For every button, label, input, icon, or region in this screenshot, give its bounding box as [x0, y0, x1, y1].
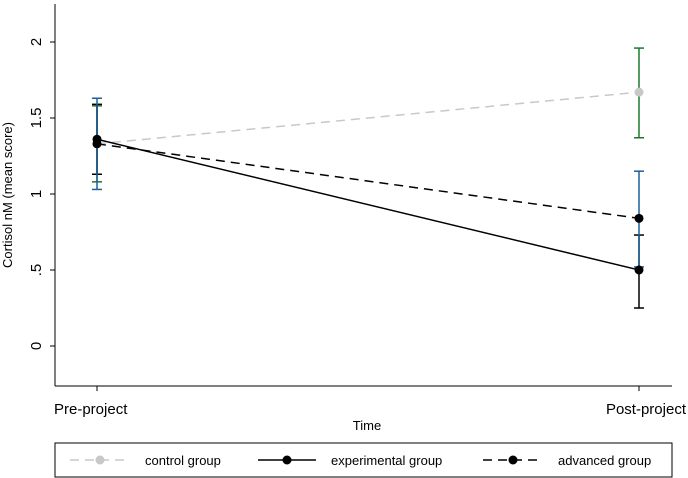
y-tick-label: 1.5 — [28, 108, 45, 129]
y-axis-title: Cortisol nM (mean score) — [0, 122, 15, 268]
legend-marker — [508, 455, 518, 465]
error-bars — [92, 47, 644, 309]
series-markers — [92, 87, 644, 275]
y-tick-label: 0 — [28, 342, 45, 350]
y-tick-label: .5 — [28, 264, 45, 277]
x-tick-label: Pre-project — [54, 401, 128, 418]
series-lines — [96, 91, 640, 271]
axes: 0 .5 1 1.5 2 Pre-project Post-project — [28, 4, 687, 418]
y-tick-label: 1 — [28, 190, 45, 198]
legend-label: advanced group — [558, 453, 651, 468]
legend-label: experimental group — [331, 453, 442, 468]
legend-marker — [95, 455, 105, 465]
x-tick-label: Post-project — [606, 401, 687, 418]
legend-item: experimental group — [258, 453, 442, 468]
series-line — [96, 138, 640, 271]
data-point — [92, 139, 102, 149]
y-tick-label: 2 — [28, 38, 45, 46]
legend-marker — [282, 455, 292, 465]
series-line — [96, 143, 640, 220]
legend-item: control group — [70, 453, 221, 468]
data-point — [634, 213, 644, 223]
legend-item: advanced group — [483, 453, 651, 468]
legend-label: control group — [145, 453, 221, 468]
legend: control group experimental group advanced … — [54, 442, 673, 478]
x-axis-title: Time — [353, 418, 381, 433]
legend-box — [54, 442, 673, 478]
data-point — [634, 87, 644, 97]
series-line — [96, 91, 640, 145]
data-point — [634, 265, 644, 275]
